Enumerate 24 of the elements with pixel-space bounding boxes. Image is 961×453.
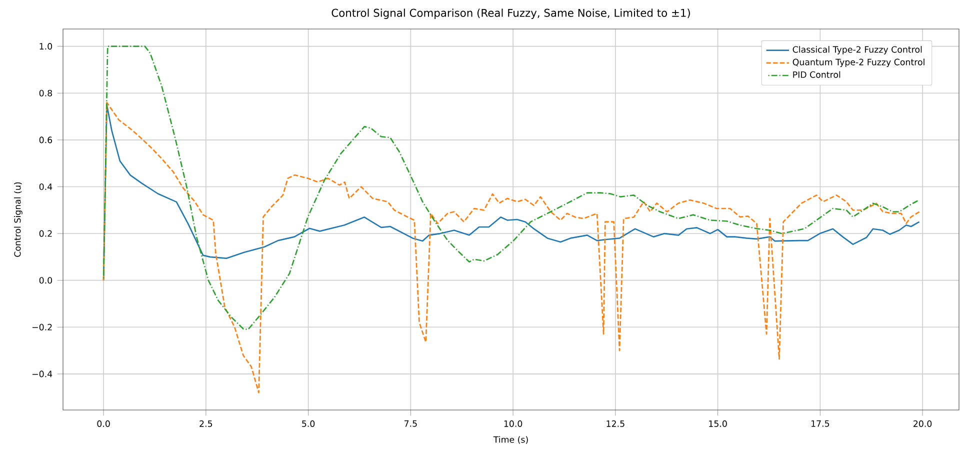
- x-tick-label: 5.0: [302, 420, 315, 427]
- legend-label: Quantum Type-2 Fuzzy Control: [792, 58, 924, 67]
- y-tick-label: −0.2: [32, 324, 52, 330]
- x-tick-label: 20.0: [914, 420, 932, 427]
- y-tick-label: 0.2: [39, 230, 52, 237]
- legend-label: PID Control: [793, 71, 840, 78]
- x-tick-label: 12.5: [606, 420, 624, 427]
- x-tick-label: 17.5: [811, 420, 830, 427]
- y-axis-title: Control Signal (u): [14, 182, 22, 257]
- chart-title: Control Signal Comparison (Real Fuzzy, Same Noise, Limited to ±1): [332, 8, 690, 19]
- y-tick-label: 0.8: [39, 90, 52, 96]
- x-tick-label: 15.0: [709, 420, 727, 427]
- legend-label: Classical Type-2 Fuzzy Control: [792, 46, 922, 54]
- x-tick-label: 10.0: [504, 420, 522, 427]
- x-axis-title: Time (s): [493, 436, 528, 444]
- line-series: [102, 102, 920, 394]
- x-tick-label: 7.5: [404, 420, 417, 427]
- x-tick-label: 2.5: [200, 420, 212, 427]
- y-tick-label: 0.6: [39, 136, 52, 144]
- x-tick-label: 0.0: [97, 420, 110, 427]
- y-tick-label: 0.0: [39, 277, 52, 284]
- y-tick-label: −0.4: [32, 370, 52, 378]
- y-tick-label: 1.0: [40, 43, 52, 50]
- y-tick-label: 0.4: [39, 183, 52, 190]
